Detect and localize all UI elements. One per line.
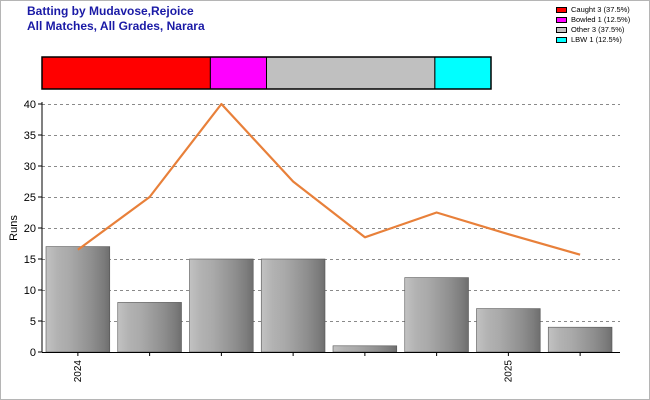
- legend-label-other: Other 3 (37.5%): [571, 25, 625, 34]
- legend-item-caught: Caught 3 (37.5%): [556, 5, 630, 15]
- y-tick-label: 40: [24, 99, 36, 111]
- legend-swatch-bowled: [556, 17, 567, 23]
- runs-bar: [547, 326, 613, 353]
- runs-bar: [260, 258, 326, 353]
- legend-item-bowled: Bowled 1 (12.5%): [556, 15, 630, 25]
- legend-swatch-caught: [556, 7, 567, 13]
- y-tick-label: 35: [24, 130, 36, 142]
- runs-bar: [332, 345, 398, 353]
- runs-bar: [45, 246, 111, 353]
- runs-trend-line: [77, 102, 581, 256]
- stack-segment-caught: [41, 56, 211, 90]
- dismissal-legend: Caught 3 (37.5%) Bowled 1 (12.5%) Other …: [556, 5, 630, 45]
- legend-item-lbw: LBW 1 (12.5%): [556, 35, 630, 45]
- legend-swatch-lbw: [556, 37, 567, 43]
- dismissal-stack-bar: [41, 56, 492, 90]
- trend-line: [77, 102, 581, 256]
- runs-bar: [189, 258, 254, 353]
- x-tick-label: 2025: [503, 360, 514, 383]
- stack-segment-other: [266, 56, 436, 90]
- y-tick-label: 0: [30, 347, 36, 359]
- chart-title-line-1: Batting by Mudavose,Rejoice: [27, 4, 194, 18]
- grid-lines: [42, 104, 620, 322]
- legend-label-lbw: LBW 1 (12.5%): [571, 35, 622, 44]
- stack-segment-bowled: [209, 56, 267, 90]
- y-tick-label: 5: [30, 316, 36, 328]
- y-tick-label: 15: [24, 254, 36, 266]
- legend-item-other: Other 3 (37.5%): [556, 25, 630, 35]
- y-tick-label: 20: [24, 223, 36, 235]
- chart-title-line-2: All Matches, All Grades, Narara: [27, 19, 205, 33]
- runs-bar: [476, 308, 541, 353]
- legend-label-bowled: Bowled 1 (12.5%): [571, 15, 631, 24]
- y-tick-label: 10: [24, 285, 36, 297]
- y-tick-label: 25: [24, 192, 36, 204]
- runs-bars: [45, 246, 613, 353]
- legend-label-caught: Caught 3 (37.5%): [571, 5, 630, 14]
- stack-segment-lbw: [434, 56, 492, 90]
- stack-outline: [41, 56, 492, 90]
- y-axis-label: Runs: [8, 215, 20, 241]
- runs-bar: [404, 277, 469, 353]
- x-tick-label: 2024: [73, 360, 84, 383]
- y-tick-label: 30: [24, 161, 36, 173]
- chart-title: Batting by Mudavose,Rejoice All Matches,…: [27, 4, 205, 34]
- runs-bar: [117, 302, 182, 353]
- legend-swatch-other: [556, 27, 567, 33]
